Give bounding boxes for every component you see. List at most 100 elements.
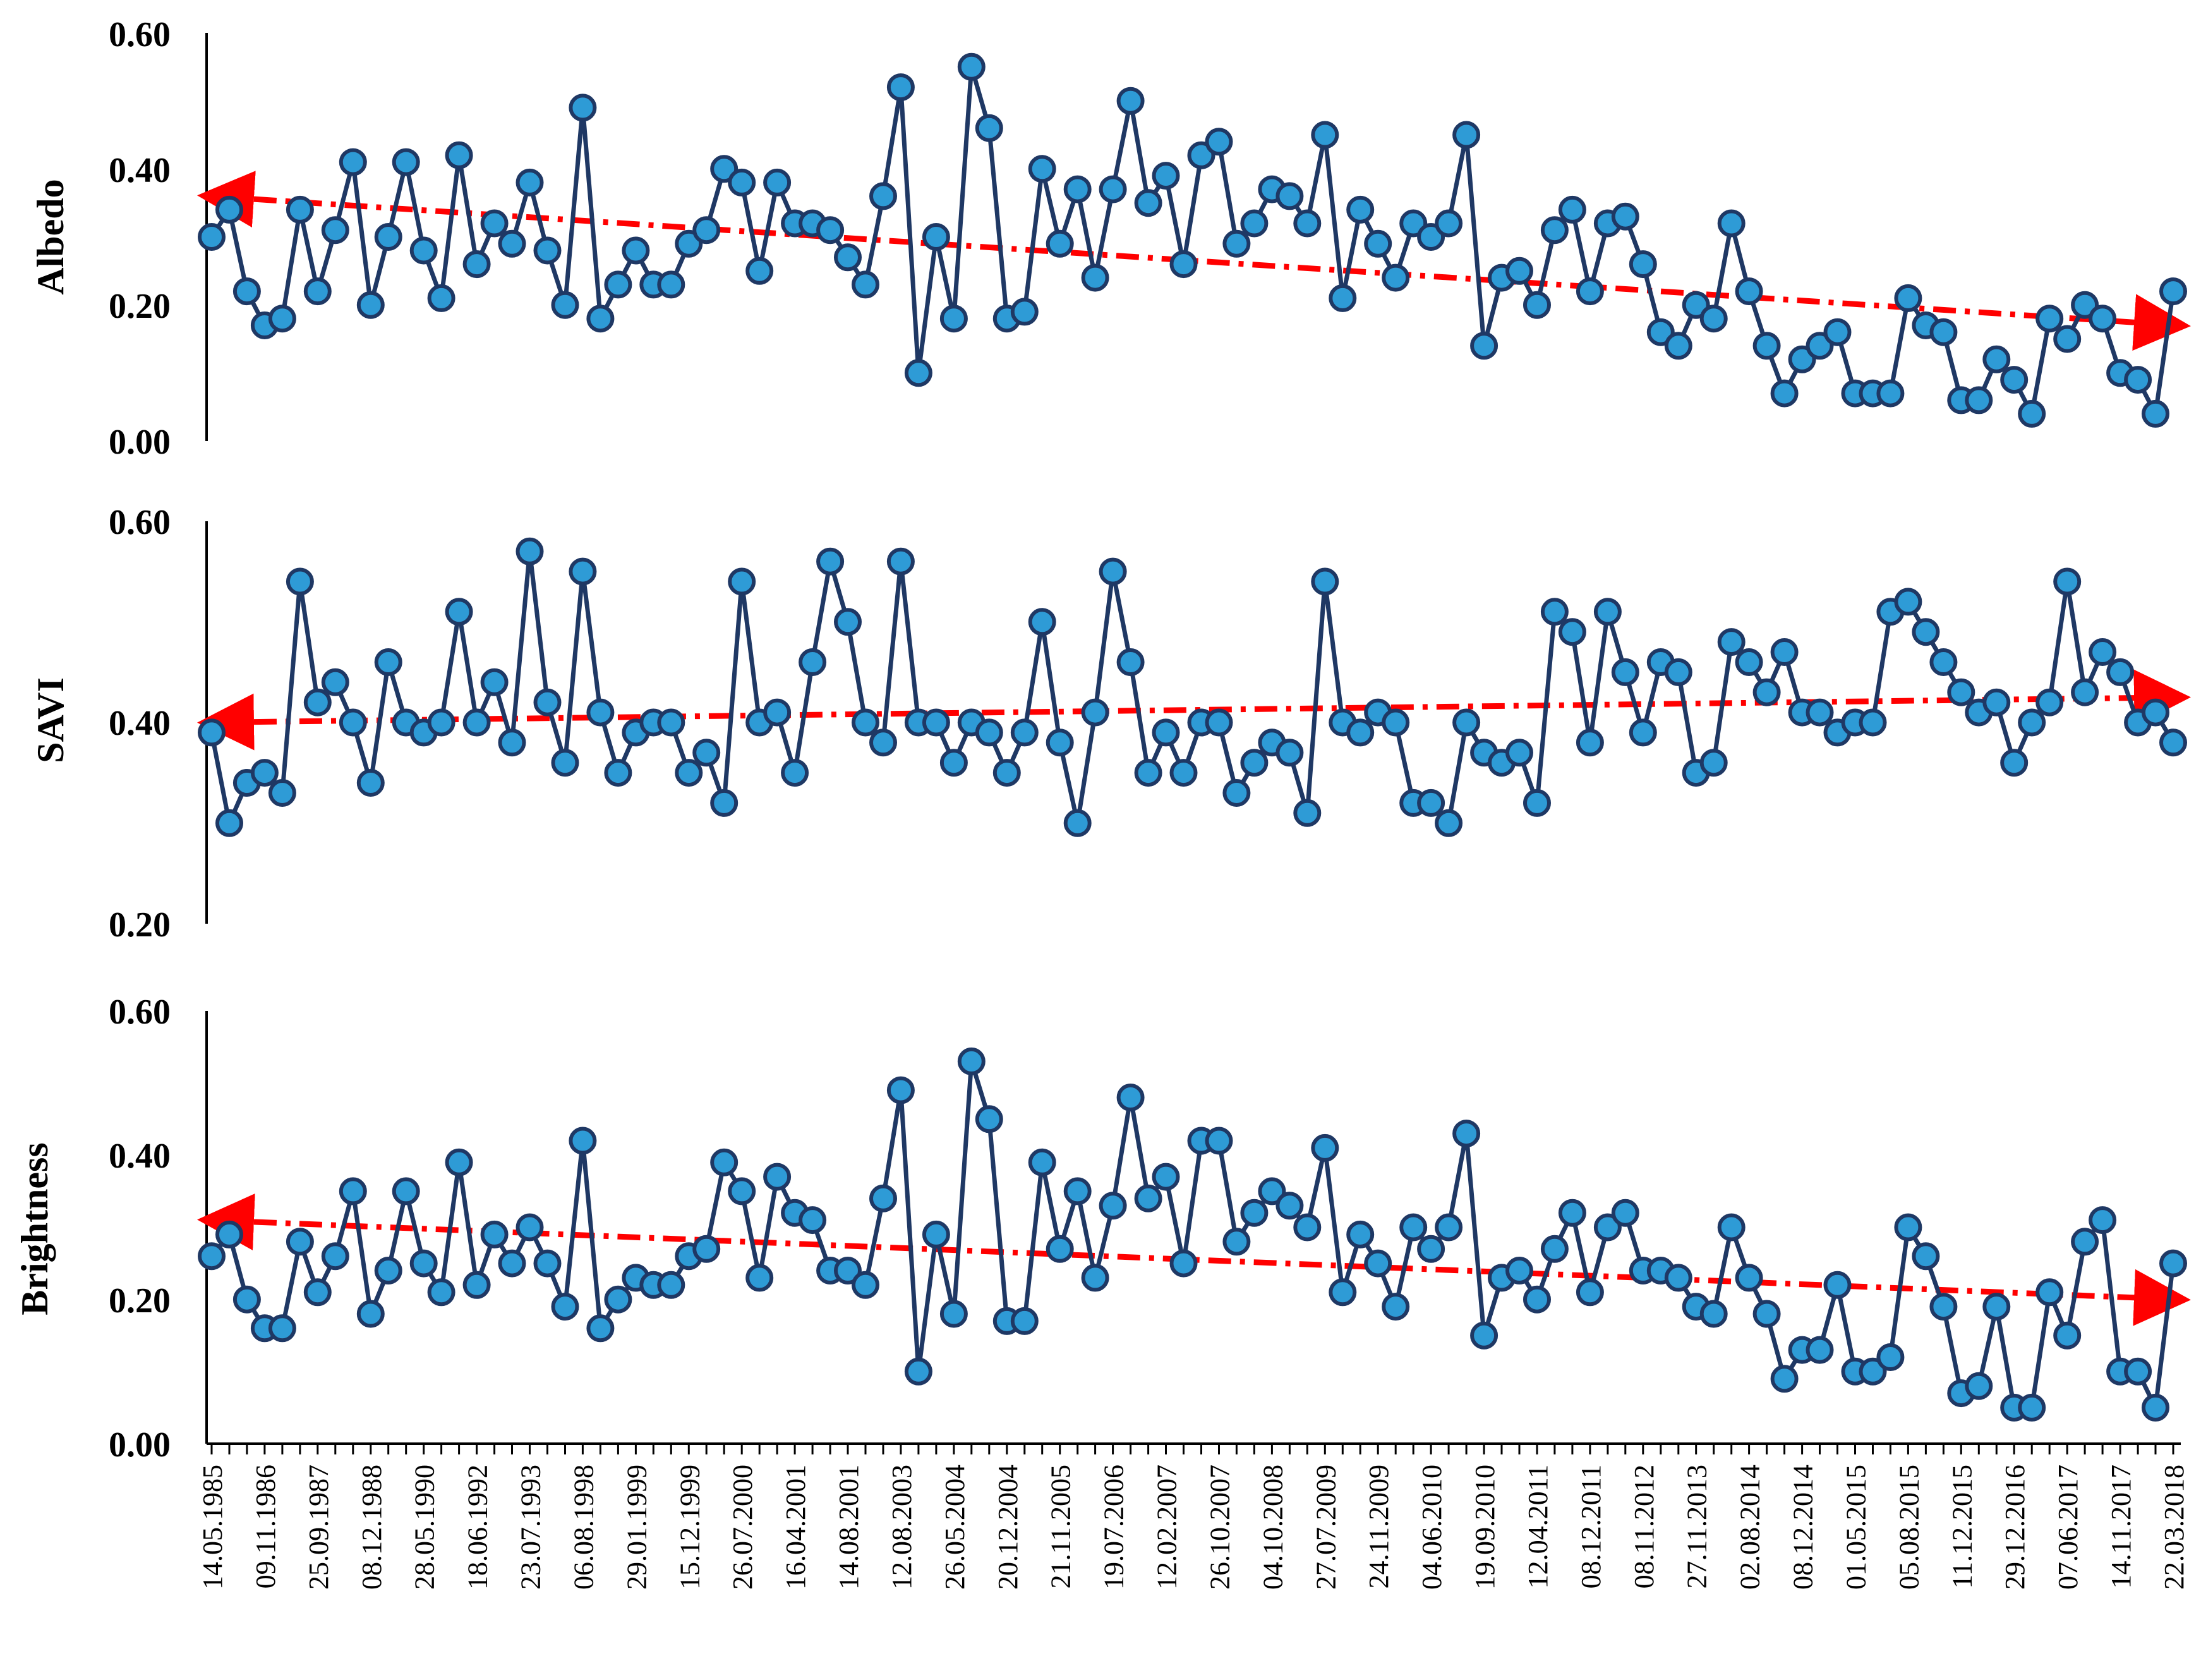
data-point-brightness-1: [215, 1220, 243, 1248]
x-tick-label: 12.08.2003: [886, 1465, 917, 1590]
data-point-savi-86: [1717, 628, 1746, 656]
data-point-albedo-91: [1806, 332, 1834, 360]
data-point-savi-50: [1081, 698, 1109, 727]
data-point-albedo-41: [922, 223, 950, 251]
x-tick-label: 28.05.1990: [409, 1465, 440, 1590]
data-point-savi-107: [2089, 638, 2117, 666]
data-point-savi-23: [604, 759, 632, 787]
data-point-albedo-26: [657, 270, 685, 299]
data-point-albedo-16: [480, 209, 509, 238]
x-tick-label: 15.12.1999: [674, 1465, 705, 1590]
data-point-brightness-34: [799, 1206, 827, 1235]
data-point-albedo-62: [1293, 209, 1322, 238]
x-tick-label: 26.07.2000: [727, 1465, 758, 1590]
data-point-savi-14: [445, 598, 473, 626]
data-point-savi-39: [886, 547, 915, 576]
x-tick-label: 12.04.2011: [1523, 1465, 1553, 1588]
x-tick-label: 09.11.1986: [250, 1465, 281, 1588]
data-point-albedo-32: [763, 168, 792, 196]
data-point-brightness-44: [975, 1105, 1003, 1133]
data-point-albedo-65: [1346, 195, 1375, 224]
data-point-albedo-20: [551, 291, 579, 319]
data-point-savi-4: [268, 779, 296, 807]
data-point-savi-41: [922, 708, 950, 737]
y-axis-label-albedo: Albedo: [30, 179, 71, 294]
data-point-brightness-98: [1929, 1293, 1958, 1321]
data-point-albedo-96: [1894, 284, 1922, 312]
data-point-albedo-111: [2159, 277, 2187, 306]
data-point-savi-7: [321, 668, 349, 696]
panel-savi: SAVI 0.20 0.40 0.60: [30, 503, 2191, 945]
data-point-albedo-106: [2071, 291, 2099, 319]
panel-brightness: Brightness 0.00 0.20 0.40 0.60: [14, 993, 2191, 1465]
data-point-brightness-110: [2142, 1393, 2169, 1422]
data-point-brightness-19: [533, 1249, 562, 1278]
data-point-savi-32: [763, 698, 792, 727]
data-point-albedo-13: [427, 284, 455, 312]
data-point-albedo-80: [1611, 202, 1639, 231]
x-tick-label: 18.06.1992: [462, 1465, 493, 1590]
data-point-savi-83: [1664, 658, 1692, 686]
data-point-albedo-86: [1717, 209, 1746, 238]
data-point-albedo-105: [2053, 325, 2082, 353]
data-point-savi-37: [852, 708, 879, 737]
data-point-brightness-48: [1046, 1235, 1074, 1263]
x-tick-label: 22.03.2018: [2159, 1465, 2190, 1590]
data-point-albedo-53: [1134, 189, 1162, 217]
data-point-albedo-10: [374, 223, 402, 251]
data-point-brightness-75: [1523, 1285, 1551, 1314]
data-point-brightness-64: [1329, 1278, 1357, 1307]
data-point-brightness-36: [834, 1257, 862, 1284]
data-point-brightness-96: [1894, 1213, 1922, 1242]
data-point-savi-38: [869, 728, 897, 757]
data-point-brightness-70: [1435, 1213, 1463, 1242]
data-point-brightness-17: [498, 1249, 526, 1278]
data-point-brightness-54: [1152, 1163, 1180, 1191]
data-point-savi-108: [2106, 658, 2135, 686]
data-point-brightness-15: [462, 1271, 491, 1299]
data-point-savi-8: [339, 708, 367, 737]
data-point-albedo-69: [1417, 223, 1445, 251]
y-tick-savi-1: 0.40: [109, 704, 171, 743]
data-point-albedo-44: [975, 114, 1003, 142]
data-point-brightness-69: [1417, 1235, 1445, 1263]
data-point-savi-47: [1028, 608, 1056, 636]
data-point-savi-10: [374, 648, 402, 676]
data-point-albedo-83: [1664, 332, 1692, 360]
data-point-brightness-11: [392, 1177, 420, 1206]
data-point-albedo-85: [1699, 305, 1728, 333]
data-point-albedo-101: [1982, 345, 2011, 373]
data-point-brightness-104: [2035, 1278, 2064, 1307]
data-point-savi-74: [1505, 739, 1533, 767]
x-tick-label: 24.11.2009: [1363, 1465, 1394, 1588]
data-point-savi-45: [992, 759, 1021, 787]
data-point-albedo-55: [1169, 250, 1198, 279]
y-tick-brightness-3: 0.60: [109, 993, 171, 1032]
data-point-brightness-31: [745, 1264, 774, 1292]
data-point-savi-26: [657, 708, 685, 737]
data-point-albedo-43: [957, 52, 986, 81]
data-point-albedo-42: [939, 305, 968, 333]
data-point-brightness-51: [1099, 1192, 1127, 1220]
data-point-albedo-71: [1452, 121, 1481, 149]
data-point-brightness-79: [1593, 1213, 1622, 1242]
data-point-albedo-84: [1682, 291, 1710, 319]
data-point-brightness-95: [1876, 1343, 1905, 1371]
data-point-savi-61: [1275, 739, 1304, 767]
data-point-brightness-7: [321, 1242, 349, 1271]
data-point-albedo-47: [1028, 155, 1056, 183]
data-point-brightness-40: [904, 1357, 932, 1386]
data-point-brightness-9: [356, 1300, 385, 1328]
data-point-albedo-30: [728, 168, 756, 196]
y-tick-albedo-3: 0.60: [109, 15, 171, 54]
x-tick-label: 27.11.2013: [1682, 1465, 1713, 1588]
data-point-brightness-101: [1982, 1293, 2011, 1321]
data-point-albedo-23: [604, 270, 632, 299]
data-point-albedo-0: [198, 223, 226, 251]
data-point-brightness-59: [1240, 1199, 1269, 1227]
data-point-brightness-50: [1081, 1264, 1109, 1292]
x-tick-label: 19.07.2006: [1099, 1465, 1130, 1590]
data-point-savi-0: [198, 718, 226, 747]
x-tick-label: 27.07.2009: [1310, 1465, 1341, 1590]
